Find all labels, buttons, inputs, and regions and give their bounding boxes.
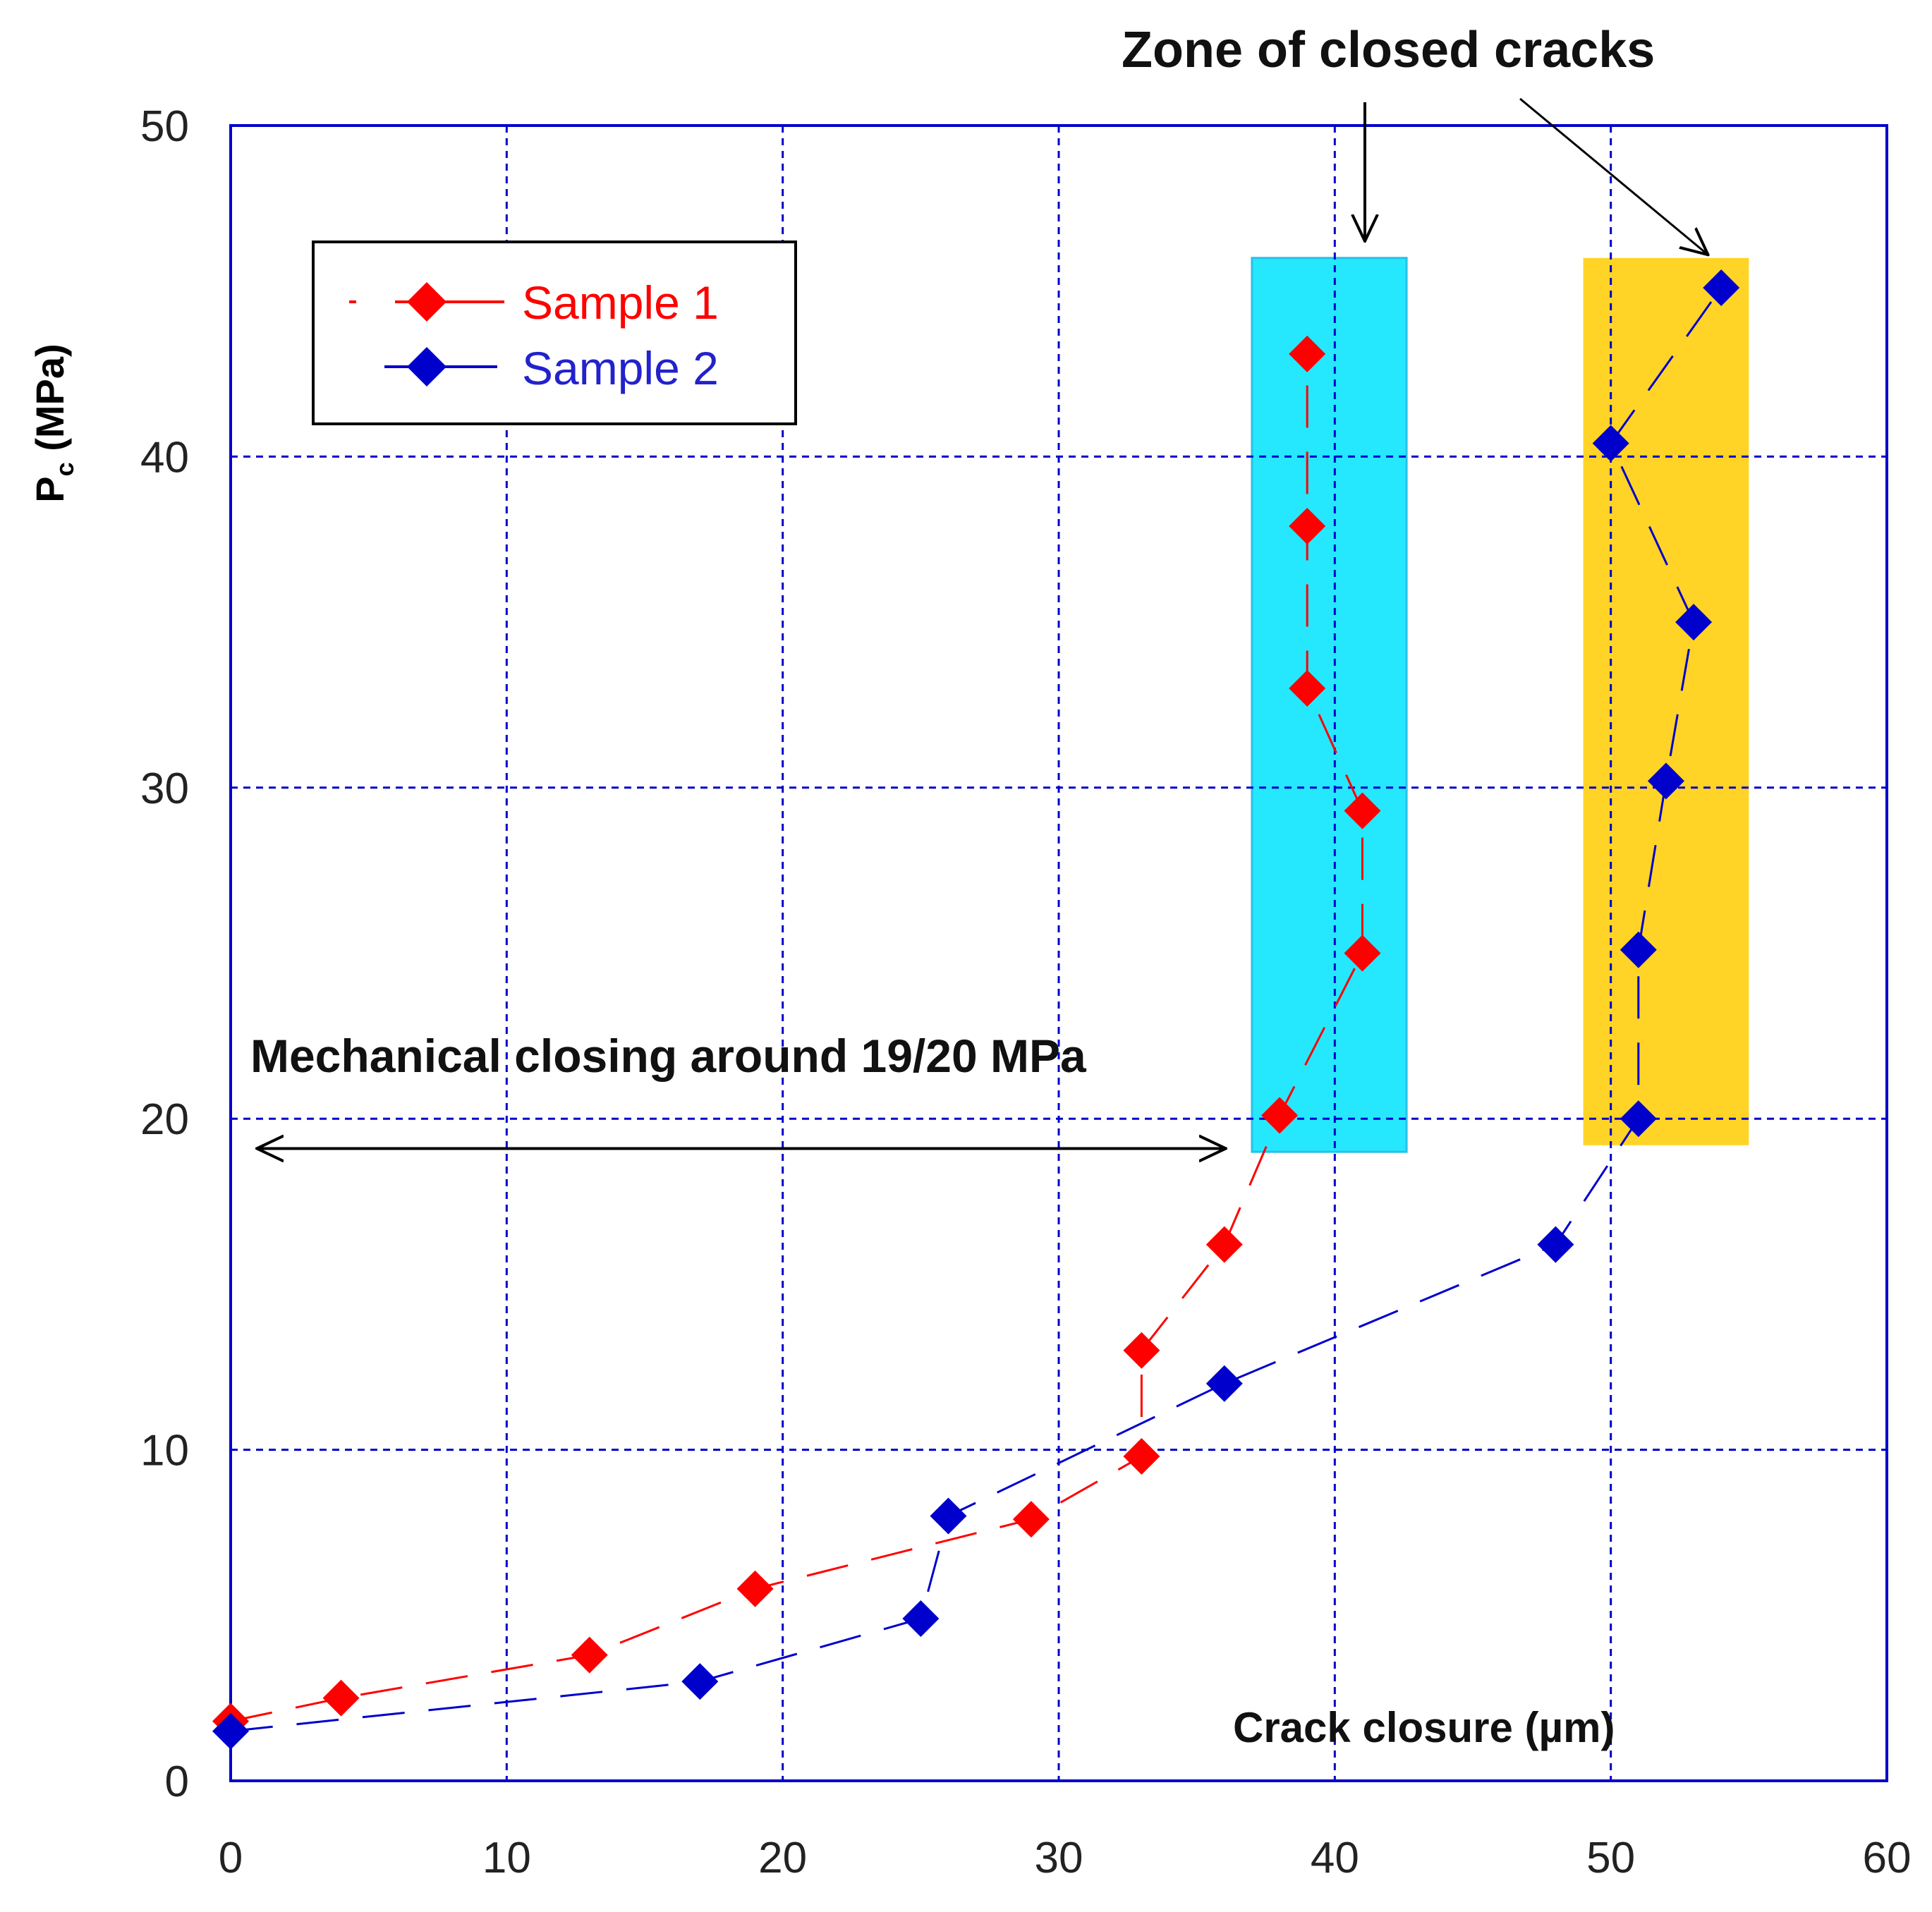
data-point bbox=[1703, 269, 1740, 307]
data-point bbox=[322, 1679, 360, 1717]
series-line-1 bbox=[230, 353, 1363, 1722]
data-point bbox=[902, 1600, 940, 1637]
x-tick-label: 60 bbox=[1863, 1834, 1912, 1882]
data-point bbox=[1012, 1501, 1050, 1538]
data-point bbox=[681, 1663, 719, 1700]
zone-annotation: Zone of closed cracks bbox=[1122, 22, 1655, 78]
data-point bbox=[1344, 792, 1381, 829]
x-axis-ticks: 0 10 20 30 40 50 60 bbox=[219, 1834, 1912, 1882]
y-axis-label-main: P bbox=[28, 476, 72, 502]
data-point bbox=[1592, 425, 1629, 462]
y-axis-label-unit: (MPa) bbox=[28, 343, 72, 451]
grid bbox=[231, 126, 1887, 1781]
data-point bbox=[1123, 1437, 1160, 1475]
y-tick-label: 10 bbox=[140, 1427, 189, 1475]
data-point bbox=[1261, 1097, 1299, 1134]
y-axis-ticks: 0 10 20 30 40 50 bbox=[140, 102, 189, 1806]
data-point bbox=[1675, 604, 1713, 641]
data-point bbox=[736, 1570, 774, 1607]
legend: Sample 1 Sample 2 bbox=[312, 240, 797, 425]
y-axis-label-sub: c bbox=[50, 462, 79, 476]
data-point bbox=[1647, 762, 1684, 800]
y-axis-label: Pc (MPa) bbox=[28, 343, 79, 502]
x-tick-label: 20 bbox=[758, 1834, 807, 1882]
series-1 bbox=[212, 335, 1381, 1740]
data-point bbox=[1205, 1226, 1243, 1263]
data-point bbox=[1289, 669, 1326, 707]
data-point bbox=[1344, 934, 1381, 972]
data-point bbox=[1123, 1332, 1160, 1369]
data-point bbox=[1620, 931, 1657, 968]
x-tick-label: 30 bbox=[1035, 1834, 1083, 1882]
legend-item-sample-2: Sample 2 bbox=[384, 342, 719, 394]
legend-marker-sample-2 bbox=[407, 347, 446, 386]
data-point bbox=[1289, 507, 1326, 544]
x-tick-label: 50 bbox=[1586, 1834, 1635, 1882]
mechanical-closing-annotation: Mechanical closing around 19/20 MPa bbox=[250, 1030, 1087, 1082]
data-point bbox=[1205, 1365, 1243, 1402]
y-tick-label: 30 bbox=[140, 765, 189, 813]
data-point bbox=[212, 1712, 249, 1750]
x-axis-label: Crack closure (µm) bbox=[1233, 1704, 1615, 1751]
data-point bbox=[1537, 1226, 1574, 1263]
legend-marker-sample-1 bbox=[407, 282, 446, 322]
data-point bbox=[1289, 335, 1326, 372]
data-point bbox=[571, 1636, 608, 1674]
plot-area-frame bbox=[229, 124, 1888, 1782]
zone-arrow-yellow bbox=[1519, 97, 1707, 254]
y-tick-label: 50 bbox=[140, 102, 189, 151]
closed-crack-zone-2 bbox=[1583, 257, 1749, 1145]
legend-item-sample-1: Sample 1 bbox=[349, 276, 719, 329]
legend-label-sample-2: Sample 2 bbox=[522, 342, 719, 394]
x-tick-label: 0 bbox=[219, 1834, 243, 1882]
x-tick-label: 10 bbox=[482, 1834, 531, 1882]
y-tick-label: 40 bbox=[140, 433, 189, 482]
series-2 bbox=[212, 269, 1740, 1750]
legend-box bbox=[312, 240, 797, 425]
data-point bbox=[1620, 1100, 1657, 1138]
x-tick-label: 40 bbox=[1311, 1834, 1359, 1882]
closed-crack-zone-1 bbox=[1251, 257, 1408, 1153]
data-point bbox=[930, 1497, 967, 1535]
y-tick-label: 0 bbox=[165, 1758, 189, 1806]
y-tick-label: 20 bbox=[140, 1095, 189, 1144]
series-line-2 bbox=[230, 287, 1723, 1733]
legend-label-sample-1: Sample 1 bbox=[522, 276, 719, 329]
